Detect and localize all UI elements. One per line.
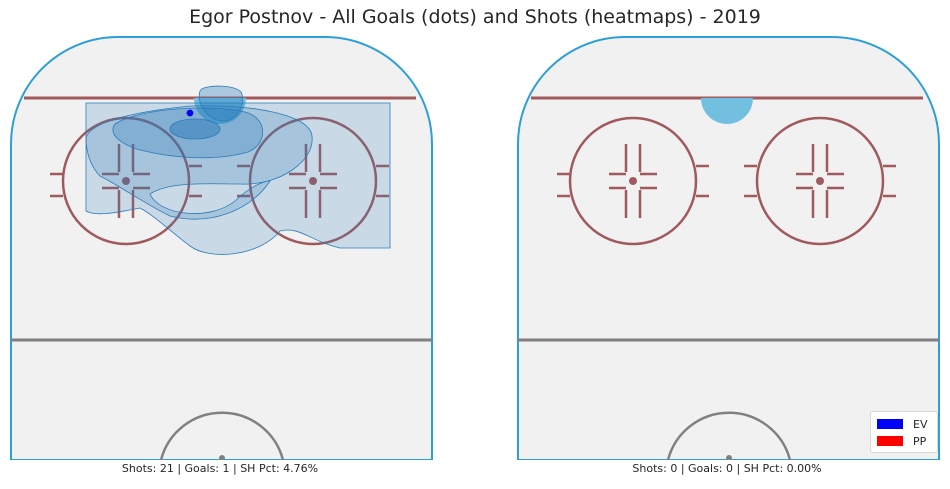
center-dot — [219, 455, 225, 460]
faceoff-dot-left — [122, 177, 130, 185]
legend-swatch-pp — [877, 436, 903, 446]
rink-ice — [10, 36, 433, 460]
legend-label-pp: PP — [913, 434, 927, 448]
rink-panel-left — [10, 36, 433, 460]
legend-label-ev: EV — [913, 417, 928, 431]
caption-right: Shots: 0 | Goals: 0 | SH Pct: 0.00% — [632, 462, 822, 475]
rink-ice — [517, 36, 940, 460]
legend: EV PP — [870, 411, 938, 453]
faceoff-circle-right — [237, 116, 389, 246]
faceoff-circle-left — [50, 116, 202, 246]
goal-dots-left — [186, 109, 194, 117]
faceoff-dot-right — [816, 177, 824, 185]
goal-crease — [194, 98, 246, 124]
faceoff-circle-left — [557, 116, 709, 246]
faceoff-circle-right — [744, 116, 896, 246]
center-dot — [726, 455, 732, 460]
faceoff-dot-right — [309, 177, 317, 185]
legend-entry-ev: EV — [877, 417, 927, 431]
shot-heatmap — [85, 85, 391, 255]
goal-dot-ev — [186, 109, 194, 117]
chart-title: Egor Postnov - All Goals (dots) and Shot… — [189, 6, 761, 28]
faceoff-dot-left — [629, 177, 637, 185]
heatmap-level-4 — [198, 85, 243, 122]
goal-crease — [701, 98, 753, 124]
heatmap-level-2 — [85, 105, 313, 220]
heatmap-level-1 — [85, 102, 391, 255]
center-circle — [159, 411, 285, 460]
heatmap-core — [169, 118, 221, 140]
center-circle — [666, 411, 792, 460]
legend-entry-pp: PP — [877, 434, 926, 448]
legend-swatch-ev — [877, 419, 903, 429]
caption-left: Shots: 21 | Goals: 1 | SH Pct: 4.76% — [121, 462, 319, 475]
rink-panel-right — [517, 36, 940, 460]
